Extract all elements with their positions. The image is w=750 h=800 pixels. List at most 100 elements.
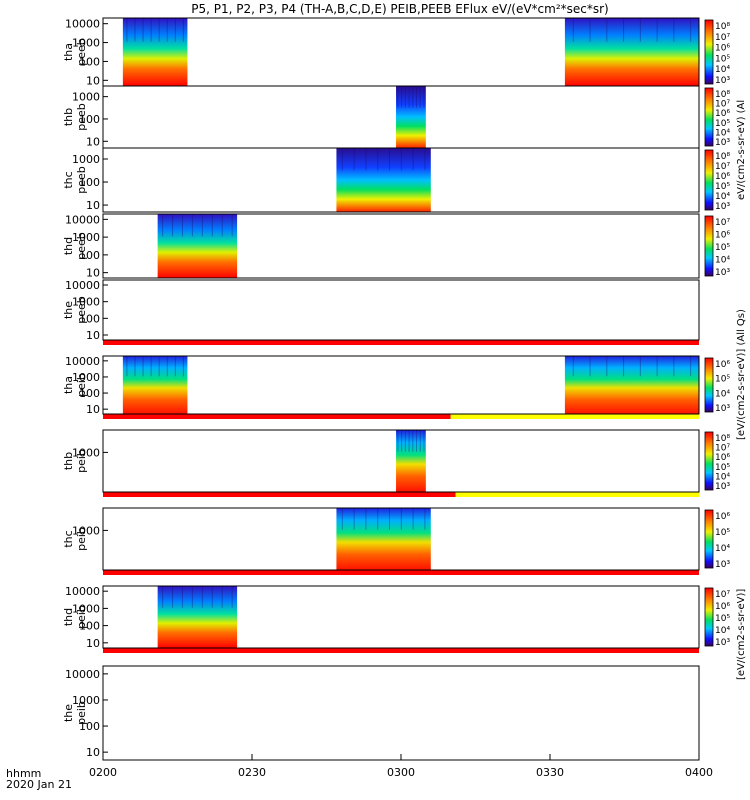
colorbar-tick-label: 10³ [715,76,730,86]
y-tick-label: 10 [86,746,100,759]
colorbar-tick-label: 10⁶ [715,512,730,522]
status-bar-red-tha_peib [103,414,451,419]
colorbar-tick-label: 10⁸ [715,22,730,32]
panel-frame-thd_peeb [102,213,700,279]
colorbar-tick-label: 10⁷ [715,33,730,43]
colorbar-tick-label: 10⁷ [715,218,730,228]
y-tick-label: 100 [79,620,100,633]
panel-thd_peib: 10000 1000 100 10 thd peib 10⁷ 10⁶ 10⁵ 10⁴ 10³ [62,585,730,653]
y-tick-label: 1000 [72,524,100,537]
colorbar-label-top: eV/(cm2-s-sr-eV) (Al [736,100,747,200]
panel-label-probe: tha [62,43,75,61]
panel-label-probe: thc [62,171,75,188]
panel-label-probe: the [62,704,75,722]
colorbar-tick-label: 10³ [715,138,730,148]
colorbar-tick-label: 10⁸ [715,90,730,100]
panel-frame-thb_peib [102,429,700,493]
panel-label-product: peeb [75,166,88,194]
panel-the_peeb: 10000 1000 100 10 the peeb [62,279,700,345]
date-label: 2020 Jan 21 [6,778,72,791]
colorbar-tick-label: 10⁸ [715,152,730,162]
y-tick-label: 10 [86,329,100,342]
y-tick-label: 100 [79,387,100,400]
panel-thd_peeb: 10000 1000 100 10 thd peeb 10⁷ 10⁶ 10⁵ 10⁴ 10³ [62,213,730,279]
y-tick-label: 100 [79,176,100,189]
colorbar-tick-label: 10⁶ [715,172,730,182]
y-tick-label: 10000 [65,18,100,31]
y-tick-label: 100 [79,55,100,68]
colorbar-tick-label: 10⁵ [715,243,730,253]
colorbar-label-bottom: [eV/(cm2-s-sr-eV)] [736,589,747,680]
y-tick-label: 10000 [65,668,100,681]
colorbar-tha_peib [704,357,714,413]
panel-frame-thc_peib [102,507,700,571]
colorbar-thd_peeb [704,215,714,277]
panel-label-probe: thb [62,452,75,470]
time-tick-label: 0400 [685,766,713,779]
status-bar-red-thb_peib [103,492,456,497]
y-tick-label: 1000 [72,694,100,707]
panel-label-product: peib [75,701,88,725]
status-bar-red-the_peeb [103,340,699,345]
spectrum-block-tha_peeb-1 [564,18,699,86]
colorbar-tick-label: 10⁶ [715,109,730,119]
colorbar-tick-label: 10³ [715,268,730,278]
colorbar-tick-label: 10³ [715,560,730,570]
colorbar-tick-label: 10⁷ [715,100,730,110]
spectrum-block-thb_peib-0 [396,430,426,492]
panel-the_peib: 10000 1000 100 10 the peib [62,665,700,761]
colorbar-tick-label: 10⁴ [715,65,730,75]
y-tick-label: 1000 [72,153,100,166]
colorbar-tick-label: 10⁵ [715,463,730,473]
time-tick-label: 0200 [89,766,117,779]
status-bar-yellow-thb_peib [455,492,699,497]
colorbar-tick-label: 10³ [715,482,730,492]
colorbar-tick-label: 10⁶ [715,231,730,241]
status-bar-red-thc_peib [103,570,699,575]
panel-label-product: peeb [75,232,88,260]
panel-label-probe: thd [62,237,75,255]
colorbar-tick-label: 10⁶ [715,360,730,370]
y-tick-label: 10000 [65,585,100,598]
time-corner-label: hhmm [6,767,41,780]
y-tick-label: 1000 [72,296,100,309]
y-tick-label: 1000 [72,602,100,615]
time-tick-label: 0330 [536,766,564,779]
colorbar-tick-label: 10⁵ [715,182,730,192]
y-tick-label: 1000 [72,231,100,244]
colorbar-tick-label: 10⁵ [715,54,730,64]
colorbar-tick-label: 10⁵ [715,528,730,538]
panel-label-product: peib [75,527,88,551]
panel-label-probe: the [62,301,75,319]
panel-frame-thd_peib [102,585,700,649]
colorbar-tick-label: 10⁵ [715,119,730,129]
panel-frame-thc_peeb [102,147,700,213]
panel-label-product: peeb [75,103,88,131]
y-tick-label: 10 [86,637,100,650]
status-bar-red-thd_peib [103,648,699,653]
colorbar-tick-label: 10⁸ [715,434,730,444]
y-tick-label: 1000 [72,446,100,459]
y-tick-label: 10 [86,74,100,87]
panel-frame-tha_peib [102,355,700,415]
y-tick-label: 100 [79,249,100,262]
y-tick-label: 100 [79,720,100,733]
colorbar-tick-label: 10⁶ [715,44,730,54]
spectrum-block-tha_peib-1 [564,356,699,414]
spectrum-block-thb_peeb-0 [396,86,426,148]
colorbar-thb_peeb [704,87,714,147]
time-tick-label: 0230 [238,766,266,779]
panel-frame-the_peib [102,665,700,761]
colorbar-tick-label: 10³ [715,638,730,648]
y-tick-label: 10 [86,135,100,148]
y-tick-label: 10 [86,267,100,280]
panel-label-probe: tha [62,376,75,394]
colorbar-thc_peeb [704,149,714,211]
panel-tha_peib: 10000 1000 100 10 tha peib 10⁶ 10⁵ 10⁴ 10³ [62,355,730,419]
